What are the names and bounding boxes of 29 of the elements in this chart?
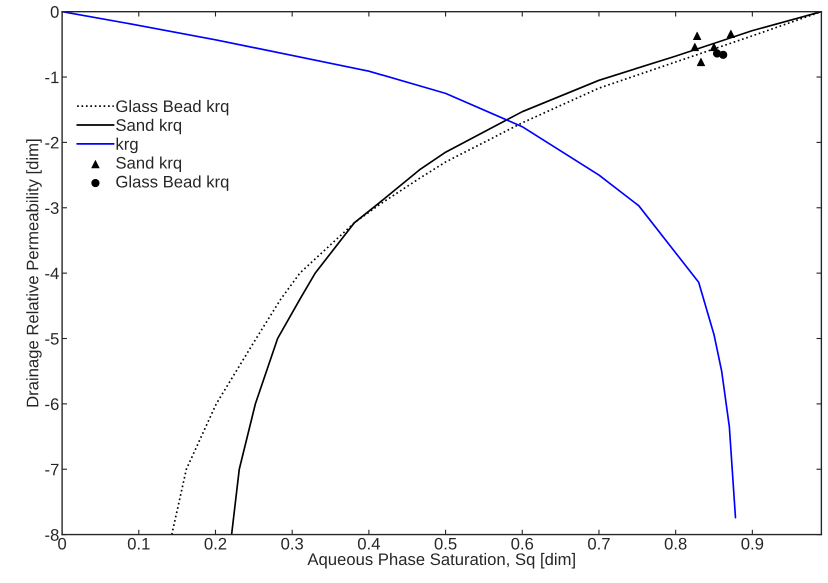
legend-label: Sand krq <box>116 118 182 134</box>
y-tick-label: -1 <box>45 72 59 84</box>
y-tick-label: -8 <box>45 529 59 541</box>
y-tick-label: -5 <box>45 333 59 345</box>
point <box>693 32 702 40</box>
legend-label: Sand krq <box>116 156 182 172</box>
y-tick-label: -6 <box>45 398 59 410</box>
y-tick-label: -7 <box>45 464 58 476</box>
y-tick-label: -2 <box>45 136 58 148</box>
x-tick-label: 0.2 <box>204 538 226 550</box>
x-tick-label: 0.9 <box>741 538 764 550</box>
x-tick-label: 0.3 <box>281 538 304 550</box>
x-tick-label: 0.8 <box>664 538 687 550</box>
x-tick-label: 0.6 <box>511 538 534 550</box>
legend-label: Glass Bead krq <box>116 175 228 191</box>
legend-label: Glass Bead krq <box>116 100 228 116</box>
x-axis-title: Aqueous Phase Saturation, Sq [dim] <box>307 552 575 568</box>
y-axis-title: Drainage Relative Permeability [dim] <box>26 140 42 407</box>
x-tick-label: 0.7 <box>588 538 610 550</box>
x-tick-label: 0.4 <box>358 538 380 550</box>
line-series <box>62 12 736 518</box>
y-tick-label: -3 <box>45 202 59 214</box>
x-tick-label: 0.5 <box>434 538 456 550</box>
point <box>719 50 728 59</box>
x-tick-label: 0.1 <box>128 538 150 550</box>
y-tick-label: -4 <box>45 268 59 280</box>
y-tick-label: 0 <box>50 6 59 18</box>
point <box>696 58 706 66</box>
legend-label: krg <box>116 138 138 154</box>
